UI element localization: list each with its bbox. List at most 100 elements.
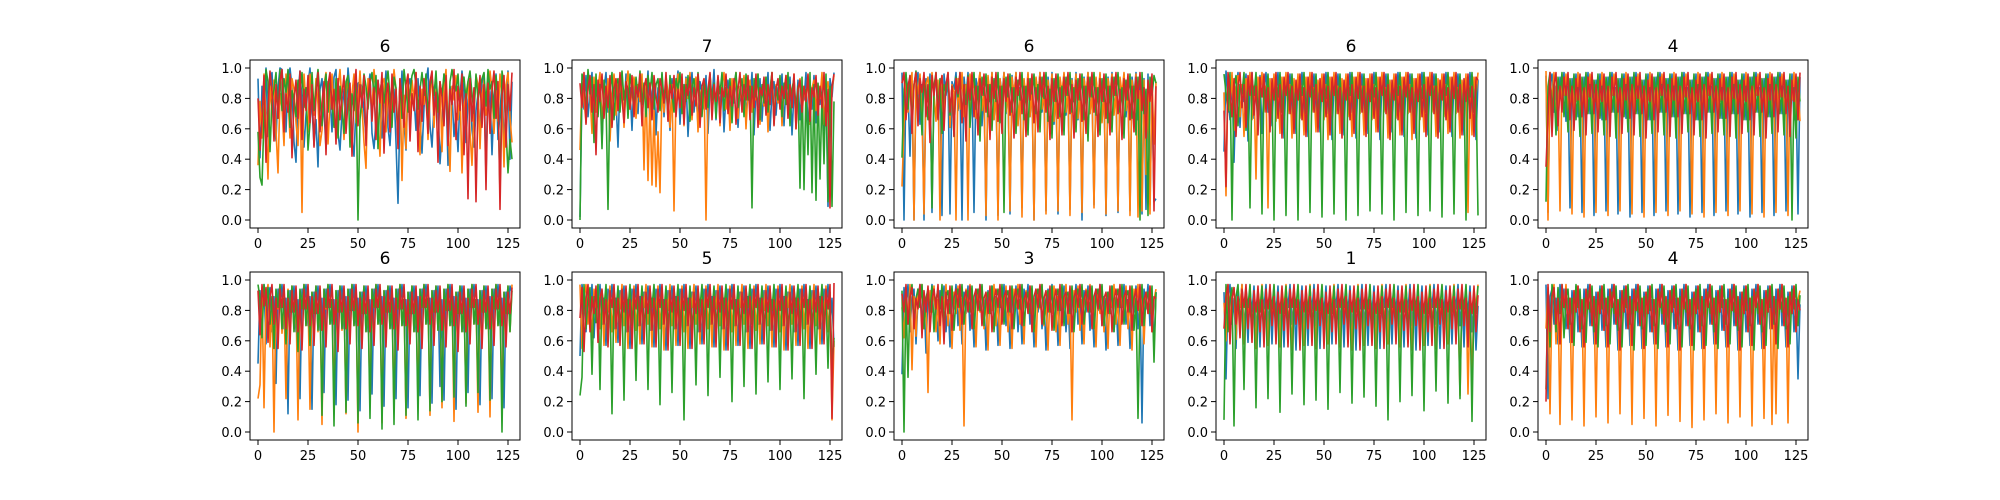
x-tick-label: 100 [1412,449,1437,464]
x-tick-label: 50 [672,237,689,252]
subplot-6: 6 0 25 50 75 100 125 0.0 0.2 0.4 0.6 0.8 1.0 [221,249,521,464]
x-tick-label: 25 [1266,237,1283,252]
y-tick-label: 0.6 [221,335,242,350]
x-tick-label: 75 [1688,449,1705,464]
series-line-4 [1545,71,1801,167]
subplot-title: 4 [1668,249,1679,269]
x-tick-label: 25 [1266,449,1283,464]
x-tick-label: 0 [898,237,906,252]
x-tick-label: 75 [1366,237,1383,252]
x-tick-label: 0 [254,449,262,464]
series-line-4 [579,283,835,420]
axes-frame [1215,59,1487,229]
subplot-1: 6 0 25 50 75 100 125 0.0 0.2 0.4 0.6 0.8 1.0 [221,37,521,252]
series-line-3 [1223,283,1479,427]
y-tick-label: 0.2 [543,396,564,411]
x-tick-label: 50 [994,449,1011,464]
x-tick-label: 0 [898,449,906,464]
y-tick-label: 0.0 [1187,426,1208,441]
series-line-4 [901,283,1157,345]
series-line-4 [257,68,513,211]
y-tick-label: 0.8 [1187,304,1208,319]
x-tick-label: 0 [1220,237,1228,252]
x-tick-label: 125 [1140,237,1165,252]
y-tick-label: 1.0 [221,274,242,289]
series-line-3 [1223,71,1479,221]
subplot-title: 6 [380,37,391,57]
y-tick-label: 0.0 [865,426,886,441]
axes-frame [1537,271,1809,441]
series-line-3 [257,283,513,433]
x-tick-label: 25 [622,449,639,464]
subplot-title: 3 [1024,249,1035,269]
x-tick-label: 50 [350,237,367,252]
subplot-5: 4 0 25 50 75 100 125 0.0 0.2 0.4 0.6 0.8 1.0 [1509,37,1809,252]
x-tick-label: 100 [1412,237,1437,252]
y-tick-label: 0.2 [221,184,242,199]
y-tick-label: 1.0 [543,274,564,289]
y-tick-label: 0.4 [1187,153,1208,168]
y-tick-label: 0.0 [1187,214,1208,229]
y-tick-label: 0.0 [543,214,564,229]
axes-frame [1537,59,1809,229]
y-tick-label: 0.2 [1187,184,1208,199]
x-tick-label: 25 [622,237,639,252]
y-tick-label: 1.0 [865,62,886,77]
y-tick-label: 0.8 [221,92,242,107]
x-tick-label: 25 [300,449,317,464]
x-tick-label: 50 [1316,449,1333,464]
y-tick-label: 0.8 [1509,92,1530,107]
x-tick-label: 125 [1462,237,1487,252]
x-tick-label: 125 [1784,237,1809,252]
x-tick-label: 50 [994,237,1011,252]
y-tick-label: 0.4 [1509,365,1530,380]
subplot-title: 5 [702,249,713,269]
y-tick-label: 0.6 [543,123,564,138]
x-tick-label: 25 [300,237,317,252]
subplot-title: 4 [1668,37,1679,57]
x-tick-label: 50 [672,449,689,464]
series-line-4 [257,283,513,353]
subplot-2: 7 0 25 50 75 100 125 0.0 0.2 0.4 0.6 0.8 1.0 [543,37,843,252]
subplot-9: 1 0 25 50 75 100 125 0.0 0.2 0.4 0.6 0.8 1.0 [1187,249,1487,464]
subplot-4: 6 0 25 50 75 100 125 0.0 0.2 0.4 0.6 0.8 1.0 [1187,37,1487,252]
x-tick-label: 0 [576,237,584,252]
axes-frame [571,59,843,229]
x-tick-label: 0 [254,237,262,252]
y-tick-label: 0.0 [221,426,242,441]
series-line-4 [1223,283,1479,351]
y-tick-label: 0.4 [221,153,242,168]
x-tick-label: 50 [350,449,367,464]
y-tick-label: 0.2 [221,396,242,411]
series-line-4 [1545,283,1801,402]
x-tick-label: 0 [1220,449,1228,464]
x-tick-label: 100 [446,237,471,252]
y-tick-label: 1.0 [1509,274,1530,289]
y-tick-label: 0.6 [865,123,886,138]
y-tick-label: 1.0 [1187,62,1208,77]
subplot-title: 6 [380,249,391,269]
y-tick-label: 0.8 [1509,304,1530,319]
y-tick-label: 0.8 [865,92,886,107]
y-tick-label: 0.4 [221,365,242,380]
x-tick-label: 50 [1638,237,1655,252]
y-tick-label: 1.0 [221,62,242,77]
axes-frame [1215,271,1487,441]
x-tick-label: 75 [1044,449,1061,464]
y-tick-label: 0.8 [543,304,564,319]
y-tick-label: 1.0 [1509,62,1530,77]
x-tick-label: 50 [1316,237,1333,252]
subplot-3: 6 0 25 50 75 100 125 0.0 0.2 0.4 0.6 0.8 1.0 [865,37,1165,252]
y-tick-label: 0.6 [1509,335,1530,350]
series-line-4 [579,71,835,209]
x-tick-label: 25 [944,449,961,464]
x-tick-label: 125 [496,449,521,464]
y-tick-label: 0.6 [1187,335,1208,350]
y-tick-label: 0.4 [543,153,564,168]
y-tick-label: 0.0 [1509,214,1530,229]
x-tick-label: 100 [768,237,793,252]
x-tick-label: 125 [818,237,843,252]
subplot-title: 6 [1346,37,1357,57]
x-tick-label: 100 [1090,449,1115,464]
